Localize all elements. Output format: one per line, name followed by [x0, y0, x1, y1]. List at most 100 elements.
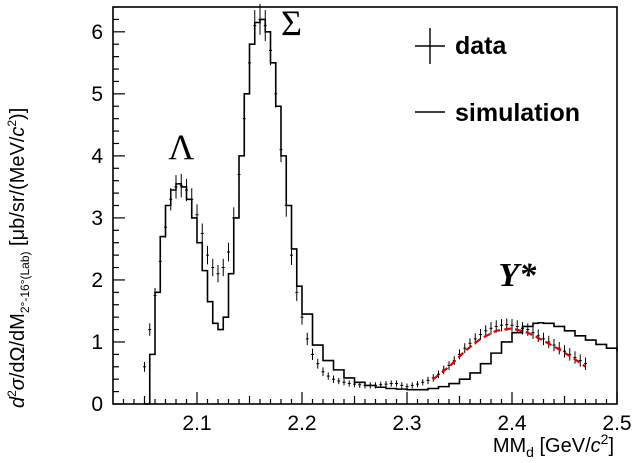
data-point	[536, 329, 540, 342]
data-point	[337, 377, 341, 385]
legend-label-simulation: simulation	[455, 99, 580, 127]
data-point	[258, 3, 262, 35]
data-point	[143, 361, 146, 372]
data-point	[174, 175, 178, 199]
y-tick-label: 2	[91, 269, 103, 292]
fit-curve	[432, 327, 587, 381]
data-points	[143, 3, 587, 390]
peak-label-sigma: Σ	[281, 3, 302, 43]
data-point	[316, 358, 320, 369]
data-point	[379, 381, 383, 388]
data-point	[363, 382, 367, 389]
data-point	[563, 345, 566, 358]
data-point	[552, 338, 556, 352]
data-point	[158, 252, 162, 271]
data-point	[242, 105, 246, 132]
data-point	[405, 383, 409, 390]
data-point	[347, 380, 351, 387]
data-point	[305, 332, 309, 346]
data-point	[321, 367, 325, 377]
y-axis-title: d2σ/dΩ/dM2°-16°(Lab) [μb/sr/(MeV/c2)]	[5, 108, 32, 408]
x-tick-label: 2.2	[287, 412, 316, 435]
data-point	[479, 328, 482, 341]
y-tick-label: 5	[91, 83, 103, 106]
data-point	[153, 288, 157, 303]
data-point	[410, 382, 414, 389]
data-point	[447, 361, 451, 370]
legend-data-marker	[415, 28, 445, 64]
data-point	[437, 370, 440, 378]
data-point	[248, 48, 251, 78]
plot-frame	[112, 6, 618, 405]
data-point	[374, 382, 377, 389]
data-point	[200, 223, 204, 244]
data-point	[416, 381, 419, 388]
y-axis-ticks: 0 1 2 3 4 5 6	[91, 6, 125, 416]
data-point	[421, 379, 425, 386]
x-tick-label: 2.4	[497, 412, 527, 435]
data-point	[484, 325, 488, 337]
data-point	[269, 35, 272, 66]
data-point	[489, 322, 493, 335]
data-point	[274, 80, 278, 108]
data-point	[573, 351, 577, 364]
data-point	[290, 245, 293, 266]
data-point	[521, 322, 524, 335]
x-axis-ticks: 2.1 2.2 2.3 2.4 2.5	[122, 392, 632, 435]
legend: data simulation	[415, 28, 580, 127]
data-point	[227, 242, 230, 262]
data-point	[284, 194, 288, 217]
data-point	[295, 283, 299, 302]
data-point	[358, 381, 362, 388]
x-tick-label: 2.1	[182, 412, 211, 435]
data-point	[148, 323, 152, 336]
peak-label-lambda: Λ	[168, 127, 194, 167]
data-point	[500, 319, 503, 332]
data-point	[237, 162, 241, 187]
data-point	[221, 258, 225, 277]
data-point	[531, 326, 535, 339]
data-point	[232, 207, 236, 229]
simulation-curve	[144, 18, 618, 405]
data-point	[332, 375, 335, 383]
y-tick-label: 4	[91, 145, 103, 168]
data-point	[353, 381, 356, 388]
data-point	[253, 10, 257, 42]
y-tick-label: 1	[91, 331, 103, 354]
data-point	[463, 343, 467, 354]
data-point	[384, 381, 388, 388]
data-point	[342, 379, 346, 386]
data-point	[211, 258, 215, 277]
data-point	[326, 372, 330, 380]
y-tick-label: 0	[91, 393, 103, 416]
data-point	[368, 382, 372, 389]
data-point	[578, 354, 582, 367]
data-point	[426, 376, 430, 385]
legend-label-data: data	[455, 32, 508, 60]
data-point	[400, 382, 404, 389]
x-tick-label: 2.5	[602, 412, 631, 435]
data-point	[190, 188, 194, 211]
data-point	[164, 216, 167, 238]
y-tick-label: 6	[91, 21, 103, 44]
data-point	[179, 173, 183, 198]
peak-label-ystar: Y*	[498, 257, 537, 294]
x-tick-label: 2.3	[392, 412, 421, 435]
data-point	[279, 137, 283, 163]
data-point	[206, 245, 209, 265]
y-tick-label: 3	[91, 207, 103, 230]
data-point	[263, 10, 267, 42]
data-point	[542, 332, 545, 346]
data-point	[311, 348, 314, 360]
data-point	[195, 204, 199, 226]
data-point	[510, 319, 514, 332]
data-point	[185, 178, 188, 202]
data-point	[395, 380, 398, 387]
data-point	[584, 357, 587, 370]
data-point	[169, 188, 173, 211]
data-point	[216, 265, 220, 283]
data-point	[389, 380, 393, 387]
data-point	[300, 309, 304, 325]
x-axis-title: MMd [GeV/c2]	[493, 431, 614, 460]
